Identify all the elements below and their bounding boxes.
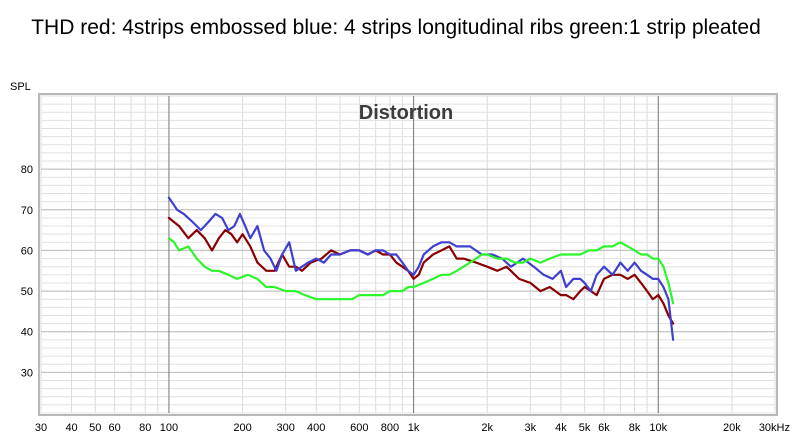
- x-tick-label: 300: [276, 422, 294, 434]
- x-tick-label: 2k: [481, 422, 493, 434]
- x-tick-label: 3k: [525, 422, 537, 434]
- x-tick-label: 600: [350, 422, 368, 434]
- series-line-3: [167, 237, 675, 305]
- series-line-2: [167, 196, 675, 341]
- plot-area: [40, 95, 776, 414]
- x-tick-label: 200: [233, 422, 251, 434]
- x-tick-label: 30: [35, 422, 47, 434]
- y-tick-label: 50: [21, 286, 33, 298]
- x-tick-label: 80: [139, 422, 151, 434]
- y-axis-label: SPL: [10, 81, 31, 93]
- x-tick-label: 5k: [579, 422, 591, 434]
- x-tick-label: 800: [381, 422, 399, 434]
- x-tick-label: 10k: [649, 422, 667, 434]
- x-tick-label: 100: [160, 422, 178, 434]
- y-tick-label: 60: [21, 245, 33, 257]
- x-tick-label: 8k: [629, 422, 641, 434]
- series-line-1: [167, 216, 675, 325]
- x-tick-label: 6k: [598, 422, 610, 434]
- x-tick-label: 4k: [555, 422, 567, 434]
- chart-title: Distortion: [359, 102, 453, 124]
- x-tick-label: 20k: [723, 422, 741, 434]
- x-tick-label: 400: [307, 422, 325, 434]
- x-tick-label: 30kHz: [759, 422, 790, 434]
- plot-border-outer: [38, 93, 778, 416]
- x-tick-label: 1k: [408, 422, 420, 434]
- y-tick-label: 80: [21, 164, 33, 176]
- y-tick-label: 70: [21, 205, 33, 217]
- chart-page-title: THD red: 4strips embossed blue: 4 strips…: [31, 16, 761, 39]
- y-tick-label: 40: [21, 327, 33, 339]
- x-tick-label: 60: [109, 422, 121, 434]
- x-tick-label: 40: [65, 422, 77, 434]
- y-tick-label: 30: [21, 367, 33, 379]
- x-tick-label: 50: [89, 422, 101, 434]
